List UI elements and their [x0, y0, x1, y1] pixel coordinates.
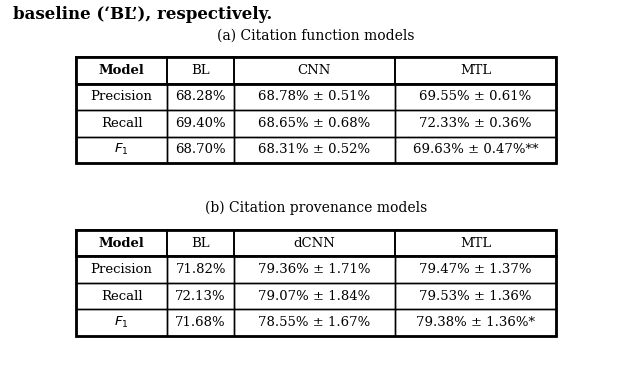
Bar [395, 110, 556, 137]
Text: Precision: Precision [91, 90, 152, 103]
Bar [76, 84, 167, 110]
Text: 68.70%: 68.70% [175, 143, 226, 156]
Bar [167, 230, 234, 256]
Text: 71.68%: 71.68% [175, 316, 226, 329]
Text: 68.65% ± 0.68%: 68.65% ± 0.68% [258, 117, 370, 130]
Text: (a) Citation function models: (a) Citation function models [217, 28, 415, 42]
Text: 68.78% ± 0.51%: 68.78% ± 0.51% [258, 90, 370, 103]
Text: 68.31% ± 0.52%: 68.31% ± 0.52% [258, 143, 370, 156]
Text: Model: Model [99, 237, 145, 250]
Bar [395, 309, 556, 336]
Bar [76, 110, 167, 137]
Bar [167, 283, 234, 309]
Bar [234, 230, 395, 256]
Text: 72.33% ± 0.36%: 72.33% ± 0.36% [419, 117, 532, 130]
Bar [76, 137, 167, 163]
Bar [234, 137, 395, 163]
Text: 79.53% ± 1.36%: 79.53% ± 1.36% [419, 290, 532, 303]
Bar [167, 110, 234, 137]
Text: baseline (‘BL’), respectively.: baseline (‘BL’), respectively. [13, 6, 272, 22]
Bar [167, 256, 234, 283]
Text: 71.82%: 71.82% [176, 263, 226, 276]
Bar [76, 57, 556, 163]
Bar [234, 57, 395, 84]
Bar [395, 283, 556, 309]
Text: 69.63% ± 0.47%**: 69.63% ± 0.47%** [413, 143, 538, 156]
Text: 79.07% ± 1.84%: 79.07% ± 1.84% [258, 290, 370, 303]
Text: MTL: MTL [460, 237, 491, 250]
Text: MTL: MTL [460, 64, 491, 77]
Bar [395, 84, 556, 110]
Bar [234, 283, 395, 309]
Text: 78.55% ± 1.67%: 78.55% ± 1.67% [258, 316, 370, 329]
Bar [234, 309, 395, 336]
Bar [395, 230, 556, 256]
Bar [76, 57, 167, 84]
Text: CNN: CNN [298, 64, 331, 77]
Text: Precision: Precision [91, 263, 152, 276]
Bar [76, 230, 556, 336]
Bar [395, 57, 556, 84]
Text: (b) Citation provenance models: (b) Citation provenance models [205, 201, 427, 215]
Bar [76, 283, 167, 309]
Text: 69.40%: 69.40% [175, 117, 226, 130]
Bar [395, 256, 556, 283]
Bar [234, 84, 395, 110]
Bar [76, 256, 167, 283]
Bar [167, 309, 234, 336]
Bar [76, 230, 167, 256]
Text: $F_1$: $F_1$ [114, 142, 129, 158]
Bar [234, 110, 395, 137]
Bar [167, 84, 234, 110]
Text: Model: Model [99, 64, 145, 77]
Text: 68.28%: 68.28% [176, 90, 226, 103]
Text: 72.13%: 72.13% [175, 290, 226, 303]
Text: 79.38% ± 1.36%*: 79.38% ± 1.36%* [416, 316, 535, 329]
Bar [167, 57, 234, 84]
Text: Recall: Recall [101, 290, 142, 303]
Bar [167, 137, 234, 163]
Bar [395, 137, 556, 163]
Bar [234, 256, 395, 283]
Text: 79.36% ± 1.71%: 79.36% ± 1.71% [258, 263, 371, 276]
Text: Recall: Recall [101, 117, 142, 130]
Text: $F_1$: $F_1$ [114, 315, 129, 330]
Text: 79.47% ± 1.37%: 79.47% ± 1.37% [419, 263, 532, 276]
Text: BL: BL [191, 237, 210, 250]
Bar [76, 309, 167, 336]
Text: 69.55% ± 0.61%: 69.55% ± 0.61% [420, 90, 532, 103]
Text: dCNN: dCNN [293, 237, 336, 250]
Text: BL: BL [191, 64, 210, 77]
